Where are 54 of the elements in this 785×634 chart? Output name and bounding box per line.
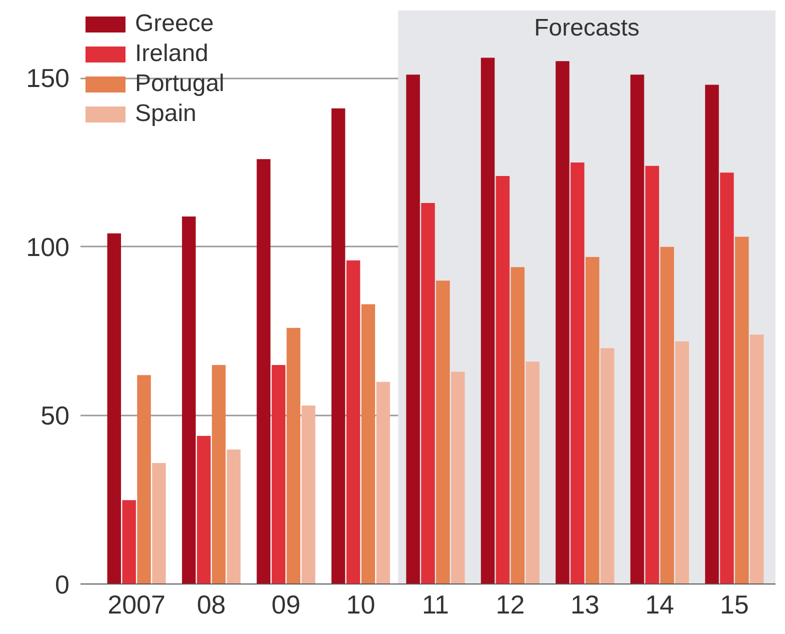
bar	[152, 462, 166, 584]
y-tick-label: 0	[55, 570, 70, 600]
x-tick-label: 10	[346, 590, 376, 620]
bar	[436, 280, 450, 584]
bar	[421, 202, 435, 584]
x-tick-label: 15	[720, 590, 749, 620]
bar	[734, 236, 749, 584]
bar	[480, 58, 495, 584]
bar	[272, 365, 286, 584]
bar	[705, 84, 719, 584]
bar	[660, 246, 674, 584]
bar	[675, 341, 689, 584]
bar	[556, 61, 570, 584]
bar	[122, 500, 136, 584]
bar	[331, 108, 346, 584]
bar	[600, 348, 614, 584]
y-tick-label: 150	[26, 63, 70, 94]
legend-label: Greece	[135, 10, 214, 38]
bar	[182, 216, 196, 584]
bar	[361, 304, 376, 584]
y-tick-label: 100	[26, 232, 70, 262]
x-tick-label: 11	[422, 590, 449, 620]
x-tick-label: 09	[272, 590, 300, 620]
bar	[630, 74, 644, 584]
bar	[570, 162, 584, 584]
bar	[226, 449, 241, 584]
legend-label: Portugal	[135, 70, 224, 98]
legend-label: Spain	[135, 100, 196, 128]
bar	[376, 382, 390, 584]
x-tick-label: 2007	[108, 590, 166, 620]
bar	[196, 436, 211, 584]
bar	[510, 267, 525, 584]
bar	[346, 260, 360, 584]
bar	[750, 334, 764, 584]
bar	[286, 328, 300, 584]
bar	[137, 375, 151, 584]
band-label: Forecasts	[534, 14, 640, 42]
bar	[496, 176, 510, 584]
bar	[451, 372, 465, 584]
bar	[586, 256, 600, 584]
bar	[107, 233, 122, 584]
bar	[256, 159, 270, 584]
x-tick-label: 08	[196, 590, 226, 620]
x-tick-label: 14	[645, 590, 674, 620]
legend-label: Ireland	[135, 40, 208, 68]
y-tick-label: 50	[40, 400, 70, 431]
bar	[406, 74, 420, 584]
bar	[526, 362, 540, 584]
bar	[720, 172, 734, 584]
x-tick-label: 13	[570, 590, 600, 620]
bar	[212, 365, 226, 584]
bar	[302, 406, 316, 584]
bar	[645, 166, 660, 584]
x-tick-label: 12	[496, 590, 525, 620]
